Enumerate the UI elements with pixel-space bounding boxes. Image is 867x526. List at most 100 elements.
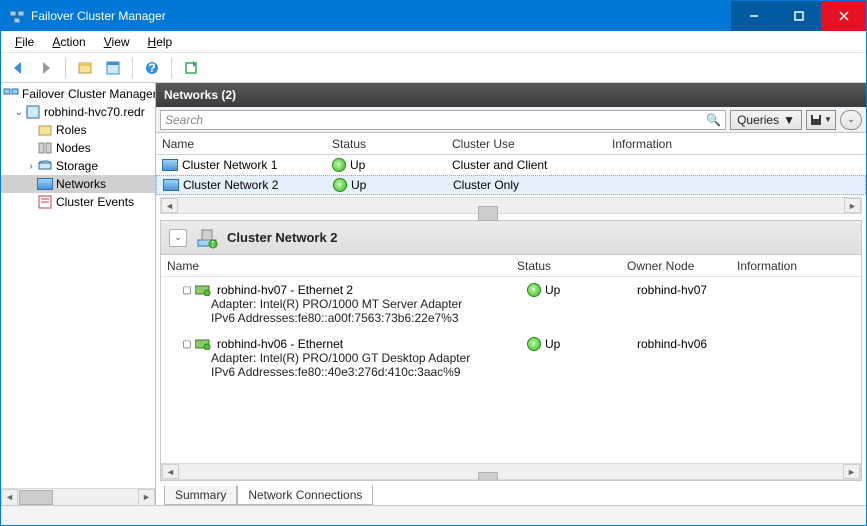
nic-icon: [195, 284, 211, 296]
cell-use: Cluster and Client: [452, 158, 547, 172]
scroll-thumb[interactable]: [478, 472, 498, 481]
events-icon: [37, 194, 53, 210]
more-button[interactable]: ⌄: [840, 110, 862, 130]
detail-tabs: Summary Network Connections: [160, 483, 862, 505]
titlebar[interactable]: Failover Cluster Manager: [1, 1, 866, 31]
minimize-button[interactable]: [731, 1, 776, 31]
detail-columns[interactable]: Name Status Owner Node Information: [161, 255, 861, 277]
network-icon: [163, 179, 179, 191]
cell-name: Cluster Network 1: [182, 158, 277, 172]
grid-header[interactable]: Name Status Cluster Use Information: [156, 133, 866, 155]
roles-icon: [37, 122, 53, 138]
scroll-thumb[interactable]: [478, 206, 498, 221]
conn-ipv6: IPv6 Addresses:fe80::40e3:276d:410c:3aac…: [211, 365, 851, 379]
collapse-icon[interactable]: ⌄: [13, 107, 25, 118]
search-input[interactable]: Search 🔍: [160, 110, 726, 130]
navigation-tree[interactable]: Failover Cluster Manager ⌄ robhind-hvc70…: [1, 83, 156, 505]
network-icon: [162, 159, 178, 171]
tree-networks-label: Networks: [56, 177, 106, 191]
dcol-owner[interactable]: Owner Node: [621, 259, 731, 273]
maximize-button[interactable]: [776, 1, 821, 31]
scroll-thumb[interactable]: [19, 490, 53, 505]
close-button[interactable]: [821, 1, 866, 31]
conn-owner: robhind-hv07: [637, 283, 747, 297]
scroll-right-icon[interactable]: ►: [844, 198, 861, 213]
expand-icon[interactable]: ›: [25, 161, 37, 172]
menu-file[interactable]: File: [7, 33, 42, 51]
grid-row[interactable]: Cluster Network 2 Up Cluster Only: [156, 175, 866, 195]
grid-row[interactable]: Cluster Network 1 Up Cluster and Client: [156, 155, 866, 175]
queries-button[interactable]: Queries ▼: [730, 110, 802, 130]
properties-button[interactable]: [102, 57, 124, 79]
window-title: Failover Cluster Manager: [31, 9, 731, 23]
toolbar: ?: [1, 53, 866, 83]
col-information[interactable]: Information: [606, 137, 866, 151]
scroll-right-icon[interactable]: ►: [138, 489, 155, 506]
status-up-icon: [527, 283, 541, 297]
tree-networks[interactable]: Networks: [1, 175, 155, 193]
conn-status: Up: [545, 337, 560, 351]
app-window: Failover Cluster Manager File Action Vie…: [0, 0, 867, 526]
collapse-icon[interactable]: ▢: [181, 285, 193, 296]
toolbar-separator: [171, 58, 172, 78]
collapse-detail-button[interactable]: ⌄: [169, 229, 187, 247]
content-header: Networks (2): [156, 83, 866, 107]
connection-item[interactable]: ▢ robhind-hv07 - Ethernet 2 Up robhind-h…: [161, 277, 861, 331]
menu-action[interactable]: Action: [44, 33, 93, 51]
svg-text:?: ?: [148, 61, 155, 75]
grid-scrollbar[interactable]: ◄ ►: [160, 197, 862, 214]
show-hide-tree-button[interactable]: [74, 57, 96, 79]
nav-back-button[interactable]: [7, 57, 29, 79]
chevron-down-icon: ▼: [824, 115, 832, 124]
dcol-info[interactable]: Information: [731, 259, 861, 273]
search-icon[interactable]: 🔍: [706, 113, 721, 127]
col-name[interactable]: Name: [156, 137, 326, 151]
content-title: Networks (2): [164, 88, 236, 102]
nodes-icon: [37, 140, 53, 156]
conn-status: Up: [545, 283, 560, 297]
refresh-button[interactable]: [180, 57, 202, 79]
scroll-right-icon[interactable]: ►: [843, 464, 860, 479]
chevron-down-icon: ▼: [783, 113, 795, 127]
tree-storage[interactable]: › Storage: [1, 157, 155, 175]
networks-grid[interactable]: Cluster Network 1 Up Cluster and Client …: [156, 155, 866, 195]
tree-roles[interactable]: Roles: [1, 121, 155, 139]
connection-item[interactable]: ▢ robhind-hv06 - Ethernet Up robhind-hv0…: [161, 331, 861, 385]
tree-cluster-events[interactable]: Cluster Events: [1, 193, 155, 211]
cluster-icon: [25, 104, 41, 120]
menubar: File Action View Help: [1, 31, 866, 53]
network-large-icon: ↑: [195, 226, 219, 250]
cell-status: Up: [351, 178, 366, 192]
toolbar-separator: [65, 58, 66, 78]
nav-forward-button[interactable]: [35, 57, 57, 79]
conn-ipv6: IPv6 Addresses:fe80::a00f:7563:73b6:22e7…: [211, 311, 851, 325]
detail-title: Cluster Network 2: [227, 230, 338, 245]
scroll-left-icon[interactable]: ◄: [161, 198, 178, 213]
conn-owner: robhind-hv06: [637, 337, 747, 351]
tab-network-connections[interactable]: Network Connections: [237, 485, 373, 505]
col-status[interactable]: Status: [326, 137, 446, 151]
scroll-left-icon[interactable]: ◄: [1, 489, 18, 506]
detail-scrollbar[interactable]: ◄ ►: [161, 463, 861, 480]
tree-root[interactable]: Failover Cluster Manager: [1, 85, 155, 103]
dcol-status[interactable]: Status: [511, 259, 621, 273]
col-cluster-use[interactable]: Cluster Use: [446, 137, 606, 151]
help-button[interactable]: ?: [141, 57, 163, 79]
menu-view[interactable]: View: [96, 33, 138, 51]
dcol-name[interactable]: Name: [161, 259, 511, 273]
cluster-manager-icon: [3, 86, 19, 102]
scroll-left-icon[interactable]: ◄: [162, 464, 179, 479]
detail-header[interactable]: ⌄ ↑ Cluster Network 2: [161, 221, 861, 255]
tree-nodes[interactable]: Nodes: [1, 139, 155, 157]
cell-name: Cluster Network 2: [183, 178, 278, 192]
save-button[interactable]: ▼: [806, 110, 836, 130]
collapse-icon[interactable]: ▢: [181, 339, 193, 350]
tree-root-label: Failover Cluster Manager: [22, 87, 156, 101]
tab-summary[interactable]: Summary: [164, 486, 237, 505]
statusbar: [1, 505, 866, 525]
tree-cluster[interactable]: ⌄ robhind-hvc70.redr: [1, 103, 155, 121]
tree-scrollbar[interactable]: ◄ ►: [1, 488, 155, 505]
menu-help[interactable]: Help: [140, 33, 181, 51]
tree-nodes-label: Nodes: [56, 141, 91, 155]
cell-status: Up: [350, 158, 365, 172]
